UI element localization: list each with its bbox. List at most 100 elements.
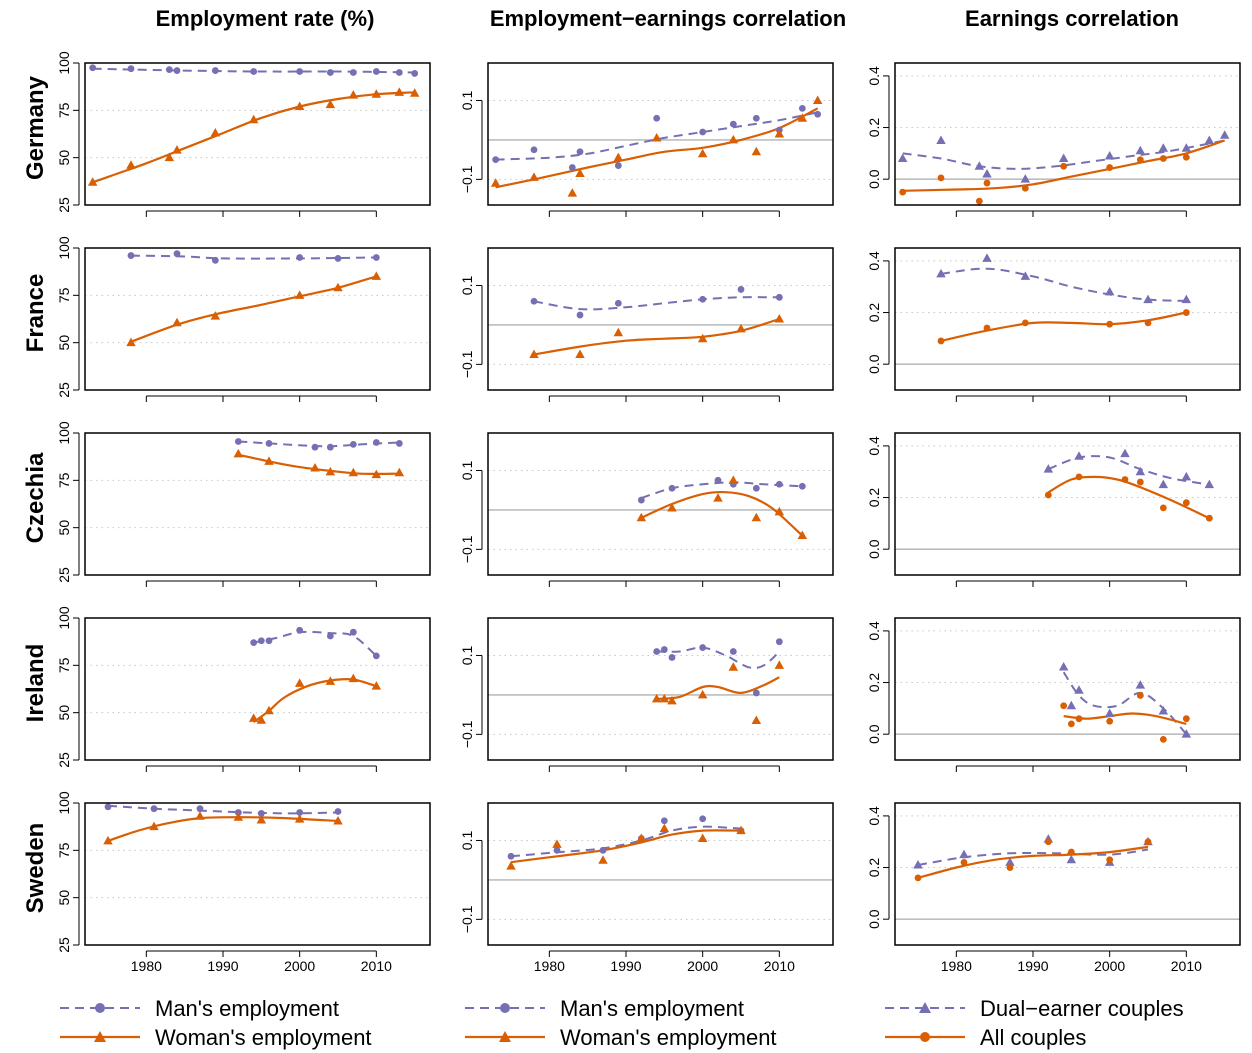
data-point: [1106, 164, 1114, 171]
data-point: [1021, 319, 1029, 327]
y-tick-label: 50: [56, 890, 72, 906]
legend-solid-label: Woman's employment: [155, 1025, 372, 1050]
data-point: [372, 254, 380, 261]
data-point: [371, 469, 382, 479]
solid-series-line: [92, 91, 415, 184]
panel-frame: [487, 432, 834, 576]
data-point: [667, 502, 677, 512]
data-point: [371, 271, 382, 280]
data-point: [1219, 130, 1230, 139]
data-point: [1066, 854, 1077, 864]
data-point: [103, 835, 113, 845]
data-point: [936, 135, 946, 144]
data-point: [196, 805, 204, 813]
data-point: [575, 168, 585, 177]
legend-dashed-marker: [95, 1003, 105, 1013]
dashed-series-line: [533, 296, 780, 311]
data-point: [576, 311, 584, 319]
dashed-series-line: [1047, 455, 1210, 486]
data-point: [250, 68, 258, 75]
x-tick-label: 1980: [534, 958, 565, 974]
data-point: [257, 637, 265, 645]
data-point: [775, 638, 783, 646]
y-tick-label: 0.4: [866, 251, 882, 271]
data-point: [334, 255, 342, 262]
solid-series-line: [1047, 475, 1210, 520]
data-point: [774, 314, 785, 323]
y-tick-label: −0.1: [459, 535, 475, 563]
data-point: [264, 456, 274, 465]
legend-solid-marker: [94, 1031, 106, 1042]
data-point: [699, 644, 707, 651]
data-point: [256, 715, 267, 724]
y-tick-label: 50: [56, 335, 72, 351]
data-point: [975, 197, 983, 205]
y-tick-label: 0.1: [459, 831, 475, 851]
legend-solid-marker: [920, 1032, 930, 1042]
data-point: [1181, 294, 1192, 304]
data-point: [310, 463, 320, 472]
y-tick-label: 0.0: [866, 724, 882, 744]
data-point: [576, 148, 584, 156]
data-point: [1075, 473, 1083, 481]
data-point: [668, 484, 676, 492]
x-tick-label: 1990: [1017, 958, 1048, 974]
data-point: [651, 693, 662, 703]
y-tick-label: 0.1: [459, 276, 475, 296]
data-point: [211, 256, 219, 264]
x-tick-label: 2010: [1171, 958, 1202, 974]
data-point: [1020, 174, 1031, 183]
x-tick-label: 2010: [361, 958, 392, 974]
chart-panel: 0.0 0.2 0.4 1980 1990 2000 2010: [866, 802, 1241, 974]
y-tick-label: −0.1: [459, 720, 475, 748]
row-label-czechia: Czechia: [22, 452, 49, 543]
panel-frame: [894, 802, 1241, 946]
y-tick-label: −0.1: [459, 905, 475, 933]
y-tick-label: 0.4: [866, 436, 882, 456]
data-point: [1135, 145, 1146, 155]
panel-frame: [84, 802, 431, 946]
data-point: [714, 476, 722, 484]
data-point: [1182, 153, 1190, 161]
data-point: [1074, 685, 1084, 694]
data-point: [372, 439, 380, 446]
data-point: [1158, 705, 1169, 715]
data-point: [394, 87, 405, 96]
panel-frame: [487, 802, 834, 946]
y-tick-label: 25: [56, 937, 72, 953]
data-point: [409, 88, 420, 97]
data-point: [1135, 680, 1146, 689]
data-point: [1067, 720, 1075, 728]
y-tick-label: 100: [56, 421, 72, 445]
data-point: [1020, 271, 1031, 280]
panel-frame: [84, 432, 431, 576]
data-point: [150, 805, 158, 813]
dashed-series-line: [107, 804, 339, 815]
data-point: [636, 833, 647, 842]
data-point: [311, 443, 319, 451]
data-point: [598, 855, 608, 864]
solid-series-line: [656, 676, 780, 700]
data-point: [982, 253, 992, 262]
data-point: [697, 333, 708, 343]
data-point: [1159, 155, 1167, 162]
chart-panel: −0.1 0.1: [459, 247, 834, 402]
panel-frame: [487, 62, 834, 206]
column-title-employment-earnings: Employment−earnings correlation: [490, 6, 846, 31]
data-point: [1158, 143, 1169, 152]
data-point: [1136, 156, 1144, 164]
data-point: [798, 482, 806, 490]
data-point: [960, 858, 968, 866]
x-tick-label: 1980: [131, 958, 162, 974]
chart-panel: −0.1 0.1: [459, 617, 834, 772]
data-point: [667, 695, 677, 705]
data-point: [1006, 864, 1014, 871]
legend-solid-marker: [499, 1031, 511, 1042]
data-point: [659, 823, 670, 833]
chart-panel: 0.0 0.2 0.4: [866, 432, 1241, 587]
data-point: [699, 295, 707, 303]
data-point: [333, 282, 343, 292]
data-point: [728, 475, 739, 484]
data-point: [797, 113, 808, 122]
data-point: [1143, 294, 1153, 304]
